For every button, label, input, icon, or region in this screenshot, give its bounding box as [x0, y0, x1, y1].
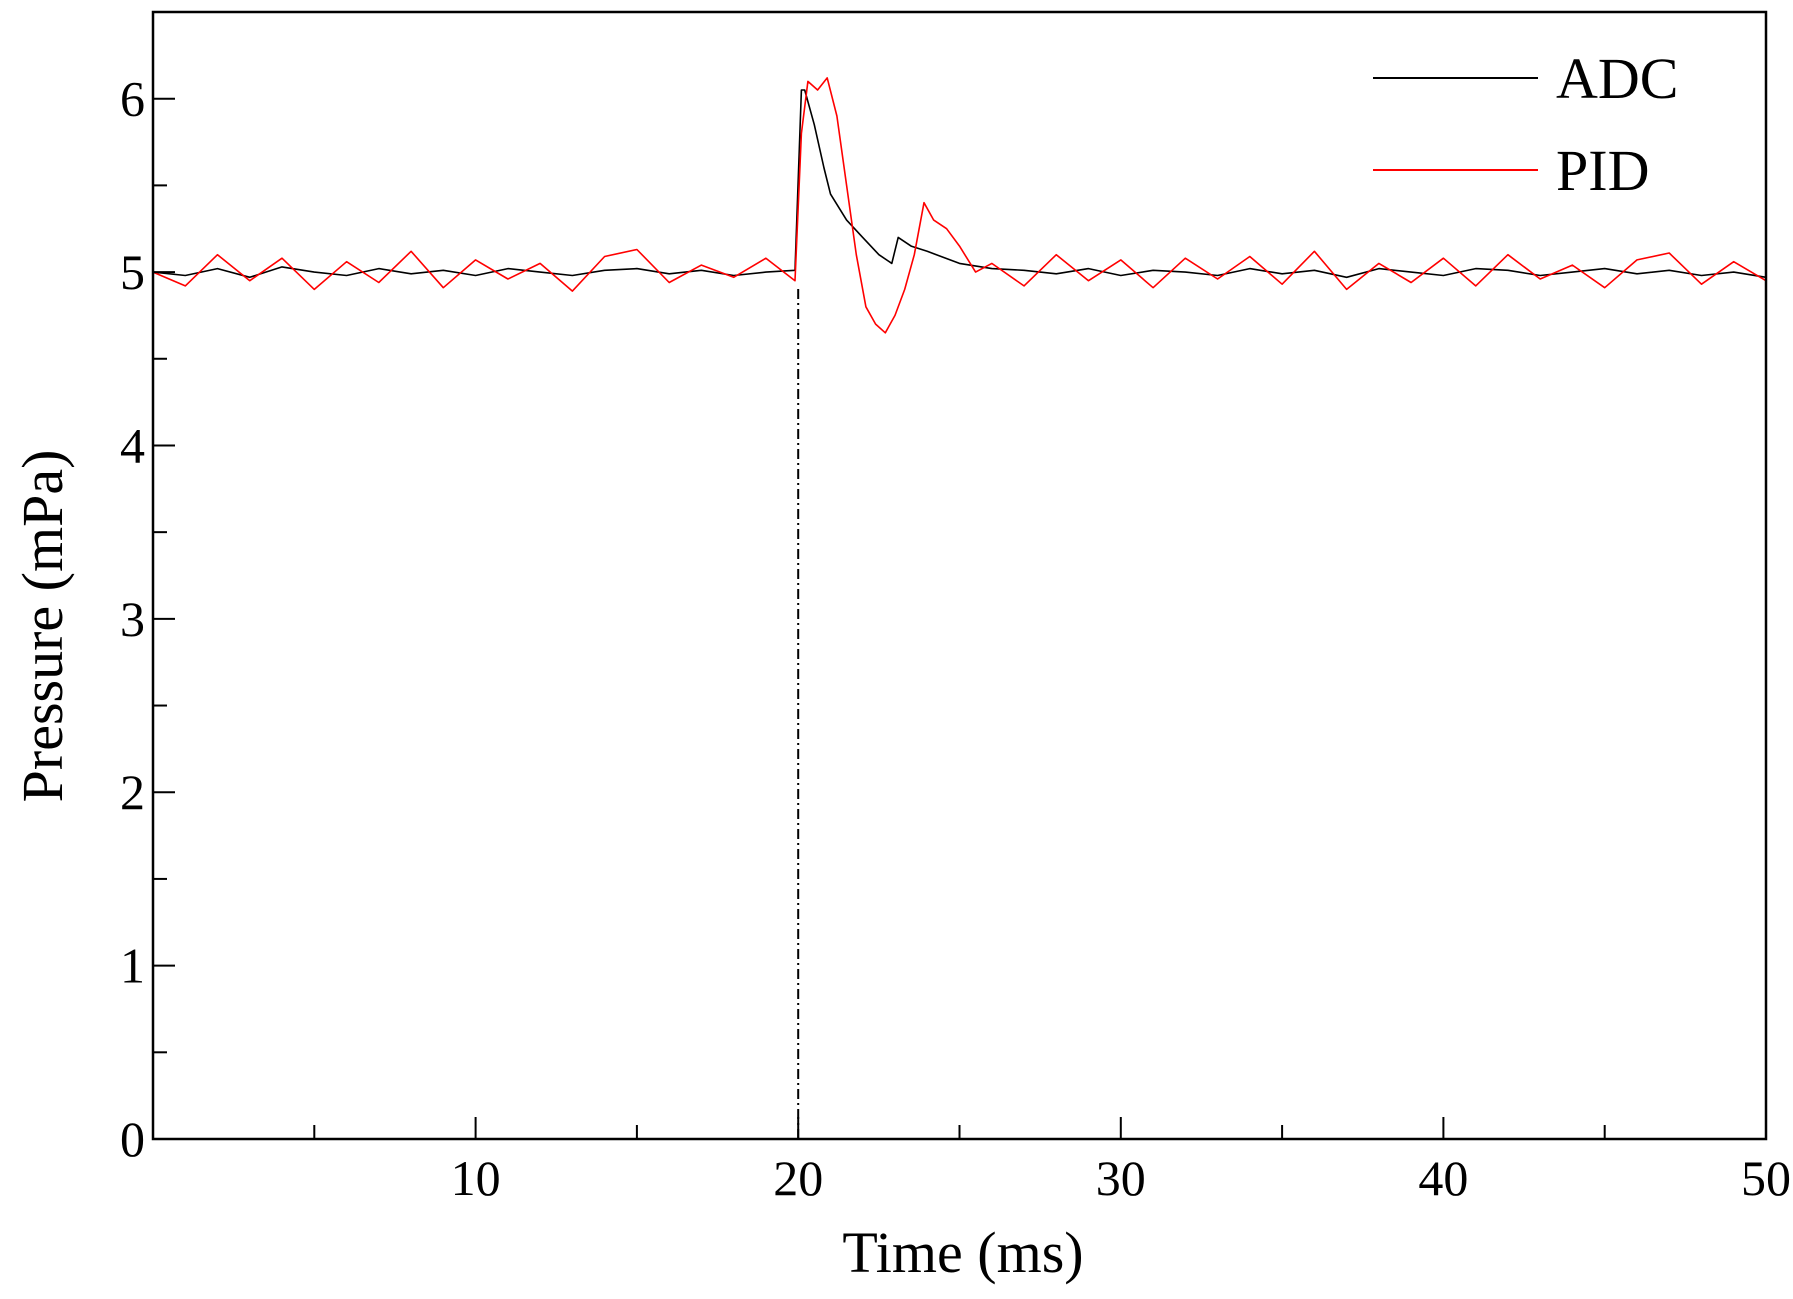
plot-area [152, 77, 1767, 1139]
y-tick-label: 3 [120, 591, 145, 647]
legend-label-pid: PID [1556, 138, 1649, 203]
axes: 0 1 2 3 4 5 6 10 20 30 40 50 [120, 10, 1791, 1206]
y-tick-label: 5 [120, 244, 145, 300]
legend-label-adc: ADC [1556, 46, 1678, 111]
x-tick-label: 30 [1096, 1150, 1146, 1206]
x-tick-label: 10 [451, 1150, 501, 1206]
x-tick-label: 40 [1418, 1150, 1468, 1206]
y-tick-label: 1 [120, 938, 145, 994]
y-tick-label: 6 [120, 71, 145, 127]
y-tick-label: 4 [120, 417, 145, 473]
y-axis-title: Pressure (mPa) [10, 450, 75, 803]
x-tick-label: 20 [773, 1150, 823, 1206]
x-tick-label: 50 [1741, 1150, 1791, 1206]
series-line-pid [152, 77, 1767, 334]
x-axis-title: Time (ms) [842, 1220, 1083, 1285]
y-tick-label: 0 [120, 1111, 145, 1167]
legend: ADC PID [1373, 46, 1678, 203]
series-line-adc [152, 89, 1767, 279]
y-tick-label: 2 [120, 764, 145, 820]
